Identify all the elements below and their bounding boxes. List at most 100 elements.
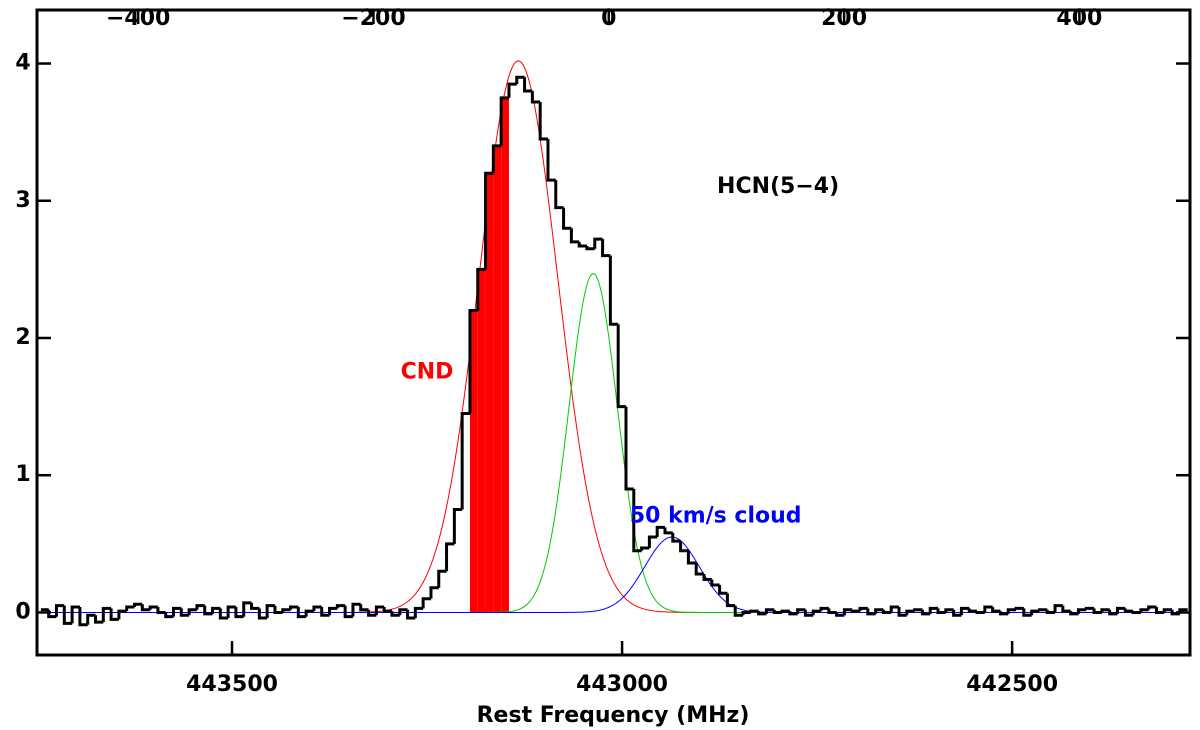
spectrum-step: [328, 606, 338, 616]
spectrum-step: [226, 605, 236, 618]
y-tick-label: 1: [15, 462, 30, 487]
y-tick-label: 4: [15, 51, 30, 76]
filled-channel: [469, 310, 478, 613]
spectrum-step: [101, 606, 112, 623]
spectrum-step: [546, 139, 556, 182]
spectrum-step: [975, 610, 985, 614]
spectrum-step: [577, 241, 587, 248]
spectrum-step: [1154, 606, 1165, 614]
spectrum-step: [390, 611, 400, 617]
spectrum-step: [920, 609, 931, 616]
spectrum-step: [538, 101, 548, 141]
spectrum-step: [616, 324, 626, 409]
spectrum-step: [281, 608, 291, 613]
spectrum-step: [1147, 605, 1157, 610]
spectrum-step: [187, 608, 197, 616]
spectrum-step: [983, 605, 993, 613]
spectrum-step: [125, 605, 135, 612]
spectrum-step: [1123, 608, 1134, 613]
spectrum-step: [452, 508, 463, 544]
spectrum-step: [842, 608, 853, 616]
spectrum-step: [250, 602, 260, 610]
spectrum-step: [156, 606, 166, 614]
spectrum-step: [530, 90, 541, 104]
spectrum-step: [569, 228, 580, 244]
annotation: HCN(5−4): [717, 174, 839, 199]
spectrum-step: [421, 597, 431, 609]
spectrum-step: [304, 609, 314, 617]
filled-channel: [501, 97, 509, 613]
spectrum-step: [725, 593, 736, 608]
spectrum-step: [991, 606, 1001, 613]
filled-channel: [477, 269, 486, 613]
spectrum-step: [413, 606, 424, 618]
spectrum-step: [164, 612, 174, 619]
spectrum-step: [749, 609, 759, 613]
spectrum-step: [429, 586, 439, 599]
spectrum-step: [679, 541, 689, 553]
spectrum-step: [499, 96, 509, 146]
spectrum-step: [491, 144, 502, 174]
spectrum-step: [140, 604, 151, 612]
x-tick-label: 443000: [576, 672, 668, 697]
spectrum-step: [866, 608, 876, 616]
spectrum-step: [133, 602, 143, 607]
spectrum-step: [827, 608, 837, 614]
y-tick-label: 3: [15, 188, 30, 213]
spectrum-step: [507, 82, 517, 98]
spectrum-step: [905, 609, 915, 616]
spectrum-step: [1006, 608, 1017, 614]
spectrum-step: [460, 411, 470, 510]
spectrum-step: [468, 309, 478, 414]
spectrum-step: [897, 606, 907, 617]
spectrum-step: [601, 239, 611, 258]
spectrum-step: [640, 546, 650, 551]
spectrum-step: [881, 609, 892, 614]
spectrum-step: [819, 606, 829, 612]
spectrum-step: [952, 609, 962, 617]
spectrum-step: [515, 75, 525, 85]
spectrum-step: [967, 608, 978, 613]
spectrum-step: [1162, 608, 1173, 613]
spectrum-step: [850, 609, 861, 613]
spectrum-step: [1092, 608, 1102, 614]
fit-curve: [37, 60, 1190, 613]
spectrum-step: [94, 615, 104, 624]
spectrum-step: [1045, 609, 1056, 614]
spectrum-step: [788, 611, 798, 616]
spectrum-step: [78, 606, 88, 627]
spectrum-step: [55, 604, 65, 617]
spectrum-step: [1131, 610, 1141, 614]
spectrum-step: [1014, 606, 1024, 610]
spectrum-step: [647, 535, 658, 548]
spectrum-step: [944, 608, 954, 613]
x2-tick-label: 200: [821, 6, 867, 31]
x2-tick-label: −200: [341, 6, 405, 31]
spectrum-step: [343, 605, 353, 619]
spectrum-step: [998, 611, 1009, 616]
spectrum-step: [655, 525, 665, 537]
spectrum-step: [796, 608, 806, 614]
spectrum-step: [484, 171, 494, 270]
spectrum-step: [359, 604, 369, 612]
spectrum-step: [1115, 606, 1126, 614]
spectrum-step: [889, 605, 900, 613]
spectrum-step: [242, 601, 252, 617]
spectrum-step: [624, 406, 634, 491]
spectrum-step: [1170, 609, 1180, 616]
spectrum-step: [195, 604, 205, 610]
y-tick-label: 2: [15, 325, 30, 350]
spectrum-step: [476, 267, 486, 311]
spectrum-step: [172, 606, 182, 617]
spectrum-step: [86, 613, 96, 625]
spectrum-step: [702, 574, 712, 582]
spectrum-step: [663, 527, 673, 535]
spectrum-step: [608, 255, 619, 326]
spectrum-step: [523, 77, 533, 93]
spectrum-step: [858, 606, 868, 612]
spectrum-step: [320, 606, 330, 617]
spectrum-step: [803, 609, 814, 617]
spectrum-step: [741, 610, 751, 616]
spectrum-step: [374, 605, 385, 616]
spectrum-step: [554, 180, 564, 210]
